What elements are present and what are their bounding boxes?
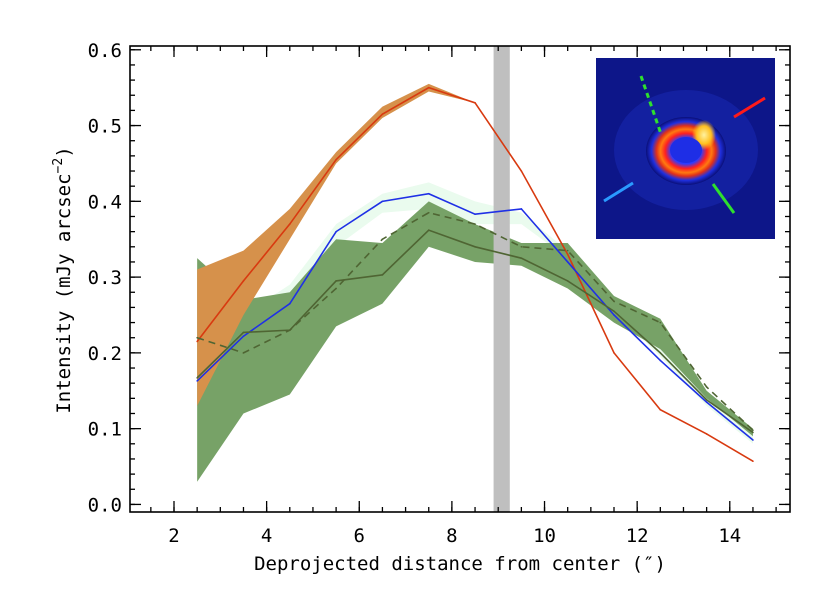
blue-profile-point [427,192,430,195]
blue-profile-group [196,192,754,441]
x-tick-label: 2 [168,525,179,547]
blue-profile-point [474,213,476,216]
x-tick-label: 6 [354,525,365,547]
red-profile-group [196,86,754,463]
green-profile-point [520,257,523,259]
green-dashed-profile-point [381,238,384,241]
green-profile-point [613,310,615,313]
green-profile-point [335,280,337,282]
y-axis-label: Intensity (mJy arcsec−2) [51,146,75,413]
red-profile-point [427,86,430,89]
red-profile-point [752,460,754,463]
red-profile-point [613,352,615,354]
green-profile-point [427,229,430,231]
x-tick-label: 12 [626,525,649,547]
red-profile-point [474,102,476,104]
green-profile-point [705,399,708,401]
green-marker [711,183,736,214]
x-tick-label: 8 [446,525,457,547]
uncertainty-bands [197,83,753,482]
green-dashed-profile-point [427,211,430,214]
green-dashed-profile-point [659,321,662,324]
y-axis-label-close: ) [53,146,75,157]
green-dashed-profile-point [196,336,198,339]
plot-area [196,46,754,512]
y-tick-label: 0.2 [88,343,122,365]
red-marker [733,96,766,119]
green-profile-point [381,274,384,276]
green-dashed-profile-point [613,300,615,303]
profile-lines [196,86,754,463]
green-dashed-profile-point [288,329,291,331]
red-profile-point [520,170,523,172]
blue-profile-point [196,380,198,382]
blue-profile-point [659,359,662,362]
x-tick-label: 10 [533,525,556,547]
blue-profile-point [381,200,384,203]
red-profile-point [288,223,291,225]
blue-profile-point [752,439,754,441]
green-profile-point [566,280,569,282]
green-dashed-profile-point [752,429,754,431]
blue-profile-point [613,314,615,316]
inset-ring-center [670,137,702,163]
red-profile-point [196,340,198,343]
red-profile-point [242,280,245,282]
green-dashed-profile-point [520,245,523,248]
red-profile-point [659,408,662,411]
red-profile-point [335,158,337,161]
green-profile-point [242,331,245,334]
blue-profile-point [520,208,523,210]
y-tick-label: 0.6 [88,40,122,62]
green-dashed-marker [639,75,663,135]
y-axis-label-exponent: −2 [51,158,66,174]
green-dashed-profile-point [566,249,569,252]
green-profile-point [659,352,662,354]
vertical-band [493,46,510,512]
x-tick-label: 4 [261,525,272,547]
green-dashed-profile-point [335,287,337,290]
blue-profile-point [705,401,708,403]
green-profile-uncertainty [197,201,753,482]
blue-profile-point [335,230,337,233]
plot-frame [129,45,791,513]
blue-profile-point [566,261,569,263]
x-tick-label: 14 [718,525,741,547]
green-dashed-profile-point [474,223,476,225]
blue-profile-point [242,335,245,338]
green-profile-point [752,431,754,434]
axes: 2 4 6 8 10 12 14 0.0 0.1 0.2 0.3 0.4 0.5 0.6 [88,40,790,547]
red-profile-point [381,113,384,115]
x-axis-label: Deprojected distance from center (″) [254,553,666,575]
red-profile-point [566,253,569,256]
red-profile-point [705,433,708,435]
y-tick-label: 0.1 [88,419,122,441]
green-dashed-profile-group [196,211,754,431]
green-dashed-profile-point [705,386,708,388]
y-tick-label: 0.3 [88,267,122,289]
red-profile-uncertainty [197,83,476,406]
blue-marker [603,181,634,203]
y-axis-label-main: Intensity (mJy arcsec [53,173,75,413]
green-profile-point [474,245,476,248]
blue-profile-point [288,302,291,305]
inset-image [596,58,775,239]
green-profile-point [196,377,198,379]
y-tick-label: 0.4 [88,191,122,213]
y-tick-label: 0.0 [88,494,122,516]
y-tick-label: 0.5 [88,116,122,138]
green-dashed-profile-point [242,352,245,354]
